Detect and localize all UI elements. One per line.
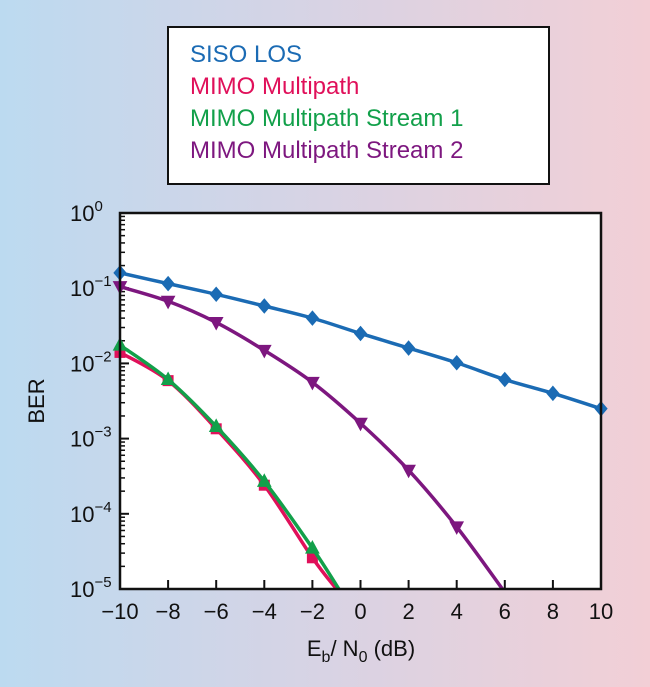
y-tick-label: 100 — [70, 198, 103, 226]
y-tick-label: 10−3 — [70, 424, 112, 452]
legend-entry-mimo-stream-1: MIMO Multipath Stream 1 — [190, 105, 463, 132]
x-tick-label: 10 — [589, 599, 613, 624]
y-tick-label: 10−4 — [70, 499, 112, 527]
x-tick-label: −2 — [300, 599, 325, 624]
y-tick-label: 10−5 — [70, 574, 112, 602]
legend-entry-siso-los: SISO LOS — [190, 41, 302, 68]
mimo-multipath-stream-2-point — [160, 295, 176, 310]
y-tick-label: 10−1 — [70, 273, 112, 301]
y-tick-label: 10−2 — [70, 348, 112, 376]
x-tick-label: 8 — [547, 599, 559, 624]
plot-area — [120, 213, 601, 589]
x-tick-label: 2 — [402, 599, 414, 624]
mimo-multipath-stream-1-point — [305, 540, 320, 554]
siso-los-point — [161, 275, 175, 292]
mimo-multipath-stream-1-point — [208, 418, 224, 432]
y-axis-title: BER — [24, 378, 49, 423]
siso-los-point — [209, 286, 223, 303]
siso-los-point — [450, 354, 464, 371]
mimo-multipath-stream-2-point — [353, 417, 368, 432]
mimo-multipath-stream-2-point — [256, 344, 272, 359]
legend: SISO LOS MIMO Multipath MIMO Multipath S… — [167, 26, 550, 185]
series-layer — [112, 265, 608, 591]
mimo-multipath-stream-2-point — [401, 464, 416, 479]
series-mimo-multipath-stream-2 — [112, 281, 504, 591]
legend-box — [167, 26, 550, 185]
siso-los-point — [546, 385, 560, 402]
siso-los-point — [401, 340, 416, 356]
x-tick-label: 0 — [354, 599, 366, 624]
tick-labels: −10 −8 −6 −4 −2 0 2 4 6 8 10 100 10−1 10−2 10−3 10−4 10−… — [70, 198, 613, 624]
mimo-multipath-stream-1-point — [160, 371, 176, 386]
x-tick-label: −4 — [252, 599, 277, 624]
siso-los-point — [353, 325, 368, 342]
siso-los-point — [257, 298, 271, 314]
x-axis-title: Eb/ N0 (dB) — [307, 636, 415, 666]
x-tick-label: −10 — [101, 599, 138, 624]
legend-entry-mimo-stream-2: MIMO Multipath Stream 2 — [190, 137, 463, 164]
plot-frame — [118, 211, 603, 591]
x-tick-label: −8 — [156, 599, 181, 624]
mimo-multipath-stream-2-point — [449, 521, 465, 535]
mimo-multipath-stream-2-point — [208, 316, 224, 331]
mimo-multipath-stream-1-point — [256, 473, 272, 487]
mimo-multipath-stream-2-point — [305, 376, 320, 391]
series-mimo-multipath-stream-1 — [112, 337, 341, 590]
siso-los-point — [498, 371, 512, 388]
x-tick-label: 6 — [499, 599, 511, 624]
siso-los-point — [305, 310, 320, 326]
series-siso-los — [113, 265, 608, 417]
legend-entry-mimo-multipath: MIMO Multipath — [190, 73, 359, 100]
x-tick-label: 4 — [451, 599, 463, 624]
x-tick-label: −6 — [204, 599, 229, 624]
